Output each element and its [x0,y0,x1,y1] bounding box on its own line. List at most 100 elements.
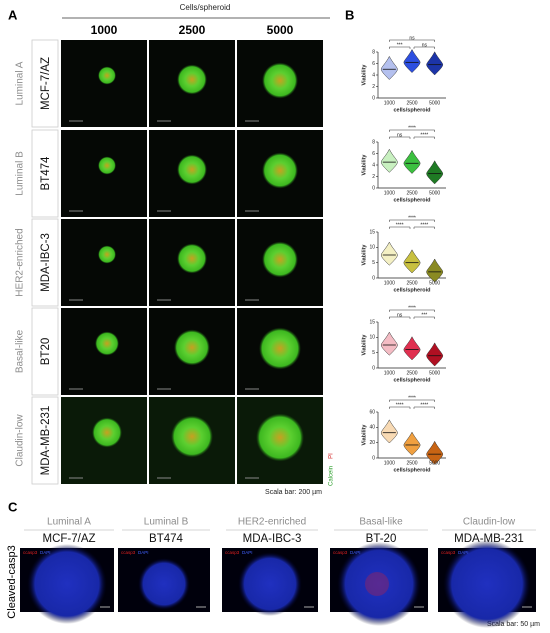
significance-label: **** [396,402,404,408]
scale-bar: Scala bar: 50 µm [487,621,540,628]
y-axis-label: Viability [361,154,367,176]
x-axis-label: cells/spheroid [394,377,431,383]
channel-label: DAPI [242,550,253,555]
spheroid [259,327,301,370]
subtype-label: Luminal A [15,61,26,105]
cell-line-label: MDA-MB-231 [40,406,52,476]
panel-label: B [345,7,354,22]
row-label: Cleaved-casp3 [6,545,18,618]
x-tick-label: 2500 [406,460,417,466]
spheroid [98,156,116,175]
significance-label: **** [408,395,416,401]
significance-bracket [389,226,411,229]
spheroid [171,415,213,458]
x-axis-label: cells/spheroid [394,107,431,113]
significance-label: **** [420,132,428,138]
spheroid [98,66,116,85]
significance-label: **** [420,222,428,228]
significance-label: ns [422,42,428,48]
y-tick-label: 5 [372,350,375,356]
x-tick-label: 5000 [429,280,440,286]
x-tick-label: 5000 [429,100,440,106]
stain-label: Calcein [329,466,335,486]
significance-bracket [413,226,435,229]
significance-label: ns [397,132,403,138]
x-tick-label: 1000 [384,460,395,466]
x-axis-label: cells/spheroid [394,197,431,203]
violin [426,440,444,465]
row-tab [31,396,59,485]
row-tab [31,129,59,218]
spheroid [177,243,207,274]
spheroid [262,241,298,278]
y-tick-label: 0 [372,455,375,461]
violin [403,249,421,274]
x-tick-label: 5000 [429,460,440,466]
spheroid [98,245,116,264]
x-tick-label: 1000 [384,370,395,376]
y-axis-label: Viability [361,244,367,266]
row-tab [31,307,59,396]
significance-bracket [389,406,411,409]
y-axis-label: Viability [361,334,367,356]
significance-label: ns [409,35,415,41]
x-tick-label: 2500 [406,190,417,196]
spheroid [174,329,210,366]
column-header: 1000 [91,23,118,37]
cell-line-label: BT-20 [366,533,397,545]
x-tick-label: 1000 [384,190,395,196]
y-tick-label: 4 [372,72,375,78]
channel-label: DAPI [138,550,149,555]
y-tick-label: 5 [372,260,375,266]
stain-label: PI [329,453,335,459]
spheroid [262,62,298,99]
spheroid [256,413,304,462]
subtype-label: HER2-enriched [15,228,26,296]
significance-bracket [389,39,435,42]
significance-label: **** [408,125,416,131]
channel-label: ccasp3 [441,550,456,555]
significance-label: *** [421,312,427,318]
significance-label: **** [408,305,416,311]
significance-bracket [413,46,435,49]
cell-line-label: MDA-IBC-3 [40,233,52,292]
y-tick-label: 4 [372,162,375,168]
channel-label: DAPI [458,550,469,555]
spheroid [138,558,190,610]
spheroid [177,154,207,185]
significance-label: **** [408,215,416,221]
significance-label: **** [396,222,404,228]
y-tick-label: 0 [372,95,375,101]
y-tick-label: 15 [369,229,375,235]
channel-label: DAPI [350,550,361,555]
cell-line-label: MCF-7/AZ [40,57,52,110]
significance-bracket [389,136,411,139]
cell-line-label: MDA-MB-231 [454,533,524,545]
subtype-label: Basal-like [359,517,403,528]
y-tick-label: 6 [372,151,375,157]
x-tick-label: 1000 [384,280,395,286]
x-tick-label: 5000 [429,190,440,196]
column-header: 5000 [267,23,294,37]
violin [380,419,398,444]
violin [426,51,444,76]
spheroid [443,540,531,628]
significance-bracket [389,129,435,132]
spheroid [337,542,421,626]
spheroid [238,552,302,616]
y-tick-label: 6 [372,61,375,67]
violin [426,258,444,283]
x-tick-label: 5000 [429,370,440,376]
significance-bracket [413,316,435,319]
x-tick-label: 2500 [406,370,417,376]
y-axis-label: Viability [361,64,367,86]
y-tick-label: 2 [372,174,375,180]
x-axis-label: cells/spheroid [394,287,431,293]
row-tab [31,218,59,307]
violin [380,241,398,266]
x-axis-label: cells/spheroid [394,467,431,473]
significance-label: *** [397,42,403,48]
subtype-label: Claudin-low [463,517,516,528]
channel-label: ccasp3 [121,550,136,555]
